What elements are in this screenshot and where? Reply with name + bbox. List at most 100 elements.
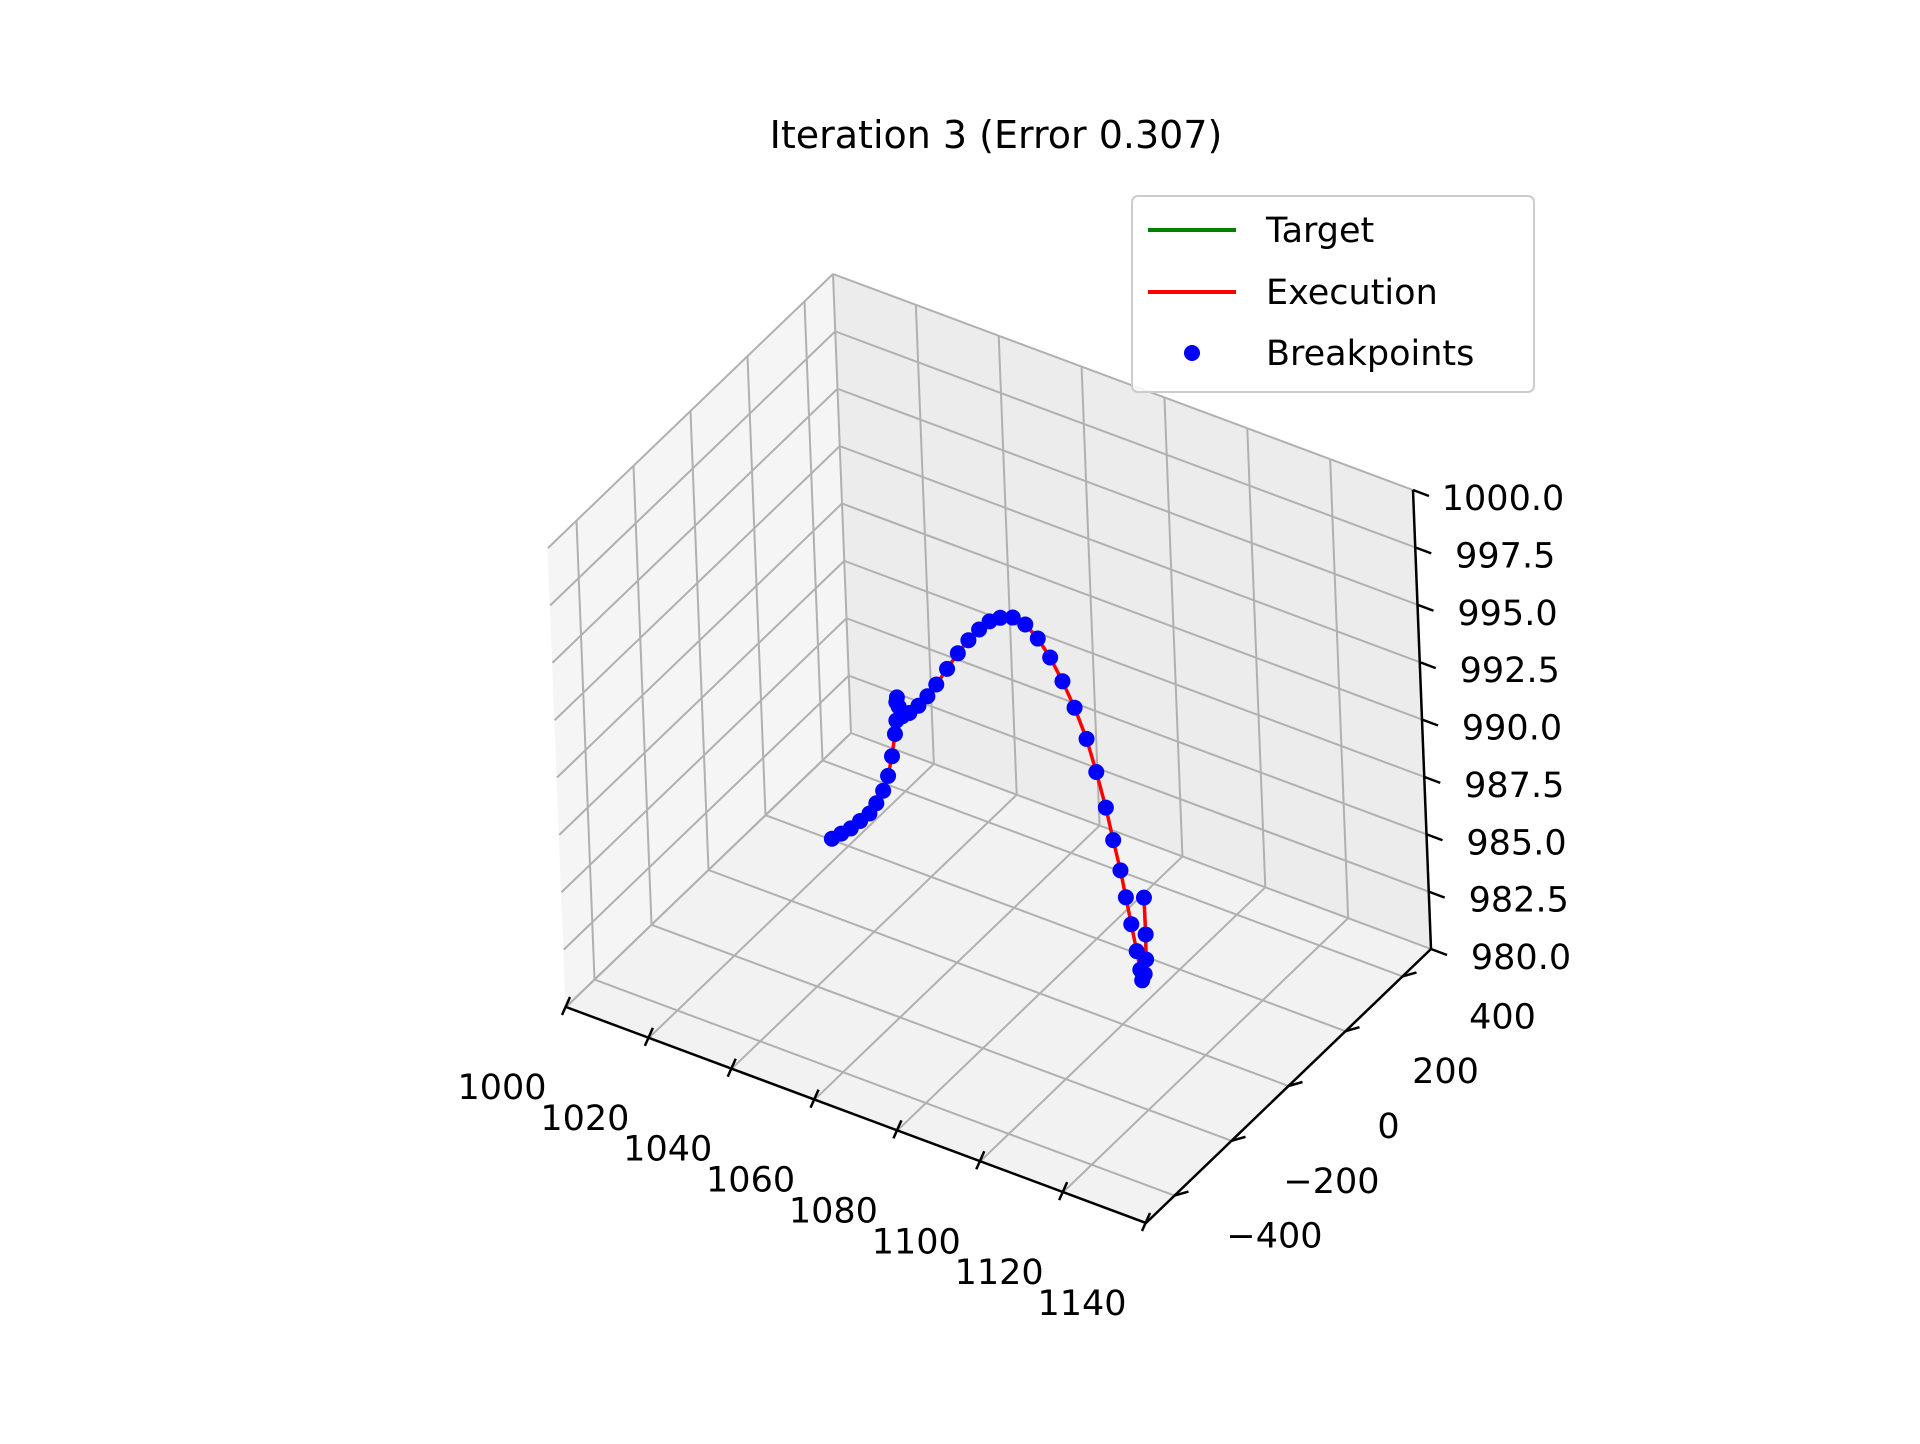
breakpoint-marker	[1054, 673, 1071, 690]
breakpoint-marker	[919, 688, 936, 705]
x-tick	[975, 1150, 986, 1170]
legend-swatch-breakpoints	[1184, 345, 1200, 361]
gridline-z-left	[565, 732, 852, 1008]
breakpoint-marker	[1123, 916, 1140, 933]
gridline-z-left	[563, 674, 850, 951]
breakpoint-marker	[1004, 609, 1021, 626]
axis-panes	[547, 272, 1432, 1224]
gridline-y-floor	[822, 759, 1403, 978]
breakpoint-marker	[1017, 616, 1034, 633]
breakpoint-marker	[1078, 730, 1095, 747]
z-tick	[1414, 546, 1432, 555]
y-tick	[1174, 1190, 1189, 1197]
gridline-z-left	[549, 330, 836, 607]
breakpoint-marker	[939, 660, 956, 677]
breakpoint-marker	[1088, 763, 1105, 780]
gridline-z-back	[839, 445, 1421, 664]
breakpoint-marker	[1138, 951, 1155, 968]
legend-box	[1131, 195, 1535, 393]
chart-title: Iteration 3 (Error 0.307)	[770, 113, 1223, 157]
gridline-y-floor	[594, 978, 1175, 1197]
breakpoint-marker	[1042, 649, 1059, 666]
x-tick	[560, 996, 572, 1016]
gridline-z-back	[834, 330, 1416, 549]
gridlines	[547, 273, 1432, 1224]
breakpoint-marker	[1105, 832, 1122, 849]
z-tick	[1430, 947, 1448, 957]
breakpoint-marker	[1117, 889, 1134, 906]
gridline-y-floor	[651, 923, 1232, 1142]
x-tick-label: 1100	[872, 1222, 961, 1262]
x-tick	[643, 1027, 654, 1047]
z-tick-label: 992.5	[1460, 651, 1560, 691]
breakpoint-marker	[868, 795, 885, 812]
breakpoint-marker	[960, 632, 977, 649]
y-tick	[1231, 1135, 1246, 1143]
x-tick	[809, 1089, 820, 1109]
breakpoint-marker	[1136, 966, 1153, 983]
gridline-y-floor	[708, 869, 1289, 1087]
z-tick	[1412, 488, 1430, 498]
gridline-y-floor	[765, 814, 1346, 1033]
y-tick	[1288, 1080, 1303, 1088]
x-tick-label: 1020	[540, 1099, 629, 1139]
gridline-z-left	[556, 502, 843, 779]
breakpoint-marker	[1135, 889, 1152, 906]
z-tick-label: 985.0	[1466, 823, 1566, 863]
series-layer	[823, 609, 1155, 989]
x-tick	[726, 1058, 737, 1078]
z-tick	[1423, 775, 1441, 785]
legend: Target Execution Breakpoints	[1131, 195, 1535, 393]
gridline-z-back	[843, 559, 1425, 778]
x-tick	[1058, 1181, 1069, 1201]
breakpoint-marker	[886, 726, 903, 743]
legend-label-execution: Execution	[1266, 273, 1438, 313]
x-axis-line	[565, 1005, 1147, 1225]
breakpoint-marker	[1029, 630, 1046, 647]
z-tick-label: 980.0	[1471, 938, 1571, 978]
y-tick	[1345, 1025, 1360, 1033]
z-tick-label: 995.0	[1457, 594, 1557, 634]
breakpoint-marker	[1112, 862, 1129, 879]
breakpoint-marker	[875, 782, 892, 799]
z-tick-label: 990.0	[1462, 709, 1562, 749]
z-tick-label: 987.5	[1464, 766, 1564, 806]
y-tick-label: 400	[1469, 997, 1536, 1037]
y-tick-label: −200	[1283, 1162, 1379, 1202]
breakpoint-marker	[949, 645, 966, 662]
gridline-z-back	[850, 732, 1432, 950]
z-tick	[1419, 660, 1437, 670]
z-tick-label: 997.5	[1455, 536, 1555, 576]
x-tick	[1140, 1212, 1152, 1232]
breakpoint-marker	[880, 767, 897, 784]
x-tick-label: 1000	[457, 1068, 546, 1108]
gridline-z-back	[832, 273, 1414, 491]
z-tick	[1428, 890, 1446, 899]
gridline-z-back	[846, 617, 1427, 836]
breakpoint-marker	[992, 609, 1009, 626]
z-tick-label: 982.5	[1469, 881, 1569, 921]
legend-label-breakpoints: Breakpoints	[1266, 334, 1474, 374]
z-tick	[1417, 603, 1434, 612]
x-tick-label: 1080	[789, 1191, 878, 1231]
z-tick	[1426, 833, 1443, 842]
gridline-z-left	[554, 445, 841, 721]
x-tick-label: 1040	[623, 1130, 712, 1170]
breakpoint-marker	[1137, 926, 1154, 943]
x-tick	[892, 1119, 903, 1139]
breakpoint-marker	[1097, 799, 1114, 816]
breakpoint-marker	[883, 748, 900, 765]
z-tick	[1421, 718, 1439, 727]
gridline-z-left	[547, 273, 834, 549]
gridline-z-back	[837, 387, 1418, 606]
y-tick-label: 200	[1412, 1052, 1479, 1092]
x-tick-label: 1140	[1037, 1284, 1126, 1324]
gridline-z-left	[560, 617, 848, 893]
gridline-z-back	[841, 502, 1423, 721]
y-tick-label: −400	[1226, 1217, 1322, 1257]
y-tick-label: 0	[1377, 1107, 1399, 1147]
breakpoint-marker	[1066, 699, 1083, 716]
